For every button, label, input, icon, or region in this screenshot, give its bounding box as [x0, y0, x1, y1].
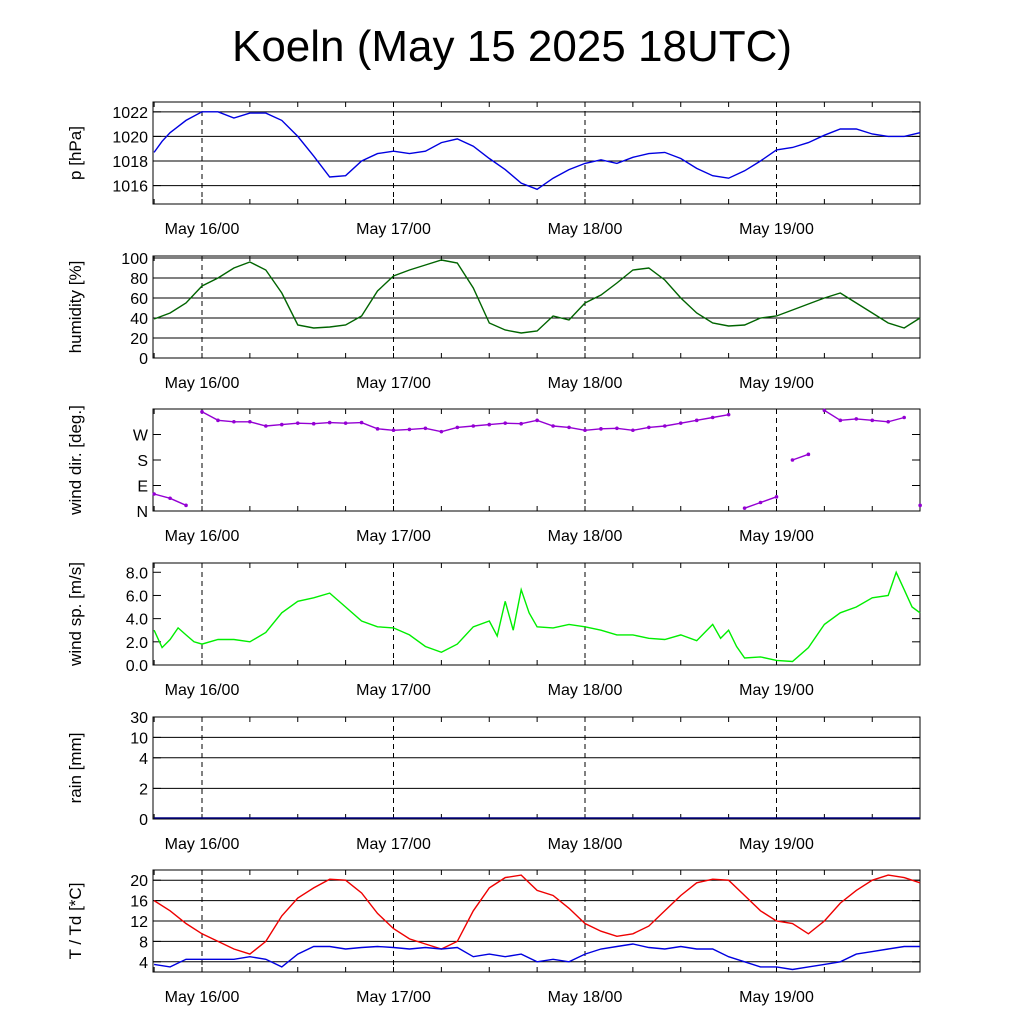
- y-tick-label: 8.0: [126, 565, 148, 582]
- y-axis-label: humidity [%]: [66, 261, 85, 354]
- x-tick-label: May 18/00: [548, 528, 623, 545]
- data-point: [311, 421, 316, 426]
- data-point: [567, 425, 571, 430]
- panel-frame-0: [152, 101, 921, 205]
- data-point: [806, 452, 811, 457]
- y-tick-label: 4.0: [126, 612, 148, 629]
- y-tick-label: 4: [139, 751, 148, 768]
- x-tick-label: May 17/00: [356, 375, 431, 392]
- y-tick-label: 0: [139, 812, 148, 829]
- panel-frame-1: [152, 255, 921, 359]
- y-axis-label: rain [mm]: [66, 733, 85, 804]
- data-line-0: [153, 570, 921, 663]
- y-tick-label: E: [137, 479, 148, 496]
- x-tick-label: May 16/00: [165, 989, 240, 1006]
- panel-frame-4: [152, 716, 921, 820]
- data-point: [854, 417, 859, 421]
- data-line-0: [153, 874, 921, 955]
- y-tick-label: 0.0: [126, 658, 148, 675]
- y-tick-label: 60: [130, 291, 148, 308]
- y-tick-label: 16: [130, 894, 148, 911]
- x-tick-label: May 19/00: [739, 221, 814, 238]
- y-tick-label: S: [137, 453, 148, 470]
- y-tick-label: 20: [130, 873, 148, 890]
- y-tick-label: 6.0: [126, 588, 148, 605]
- y-tick-label: W: [133, 428, 149, 445]
- x-tick-label: May 17/00: [356, 989, 431, 1006]
- data-point: [599, 427, 603, 431]
- y-tick-label: 2: [139, 781, 148, 798]
- x-tick-label: May 17/00: [356, 221, 431, 238]
- panel-frame-2: [152, 408, 921, 512]
- x-tick-label: May 17/00: [356, 682, 431, 699]
- y-axis-label: wind sp. [m/s]: [66, 562, 85, 667]
- y-tick-label: 1020: [112, 129, 148, 146]
- y-tick-label: 8: [139, 934, 148, 951]
- x-tick-label: May 19/00: [739, 682, 814, 699]
- x-tick-label: May 17/00: [356, 528, 431, 545]
- y-tick-label: N: [136, 504, 148, 521]
- y-tick-label: 80: [130, 271, 148, 288]
- x-tick-label: May 16/00: [165, 375, 240, 392]
- y-axis-label: T / Td [*C]: [66, 883, 85, 960]
- x-tick-label: May 18/00: [548, 682, 623, 699]
- data-line-1: [153, 943, 920, 971]
- y-axis-label: p [hPa]: [66, 126, 85, 180]
- data-point: [455, 425, 460, 430]
- data-point: [647, 425, 651, 430]
- y-tick-label: 100: [121, 251, 148, 268]
- x-tick-label: May 16/00: [165, 836, 240, 853]
- data-point: [870, 418, 875, 423]
- y-axis-label: wind dir. [deg.]: [66, 405, 85, 516]
- data-point: [774, 495, 779, 499]
- y-tick-label: 4: [139, 955, 148, 972]
- data-point: [790, 458, 795, 462]
- x-tick-label: May 18/00: [548, 375, 623, 392]
- x-tick-label: May 18/00: [548, 836, 623, 853]
- data-point: [184, 503, 188, 508]
- data-point: [535, 418, 539, 423]
- y-tick-label: 1018: [112, 154, 148, 171]
- data-point: [742, 506, 747, 510]
- x-tick-label: May 19/00: [739, 989, 814, 1006]
- data-line-0: [153, 259, 921, 334]
- y-tick-label: 40: [130, 311, 148, 328]
- y-tick-label: 2.0: [126, 635, 148, 652]
- y-tick-label: 1022: [112, 105, 148, 122]
- y-tick-label: 12: [130, 914, 148, 931]
- data-point: [726, 412, 731, 417]
- x-tick-label: May 19/00: [739, 836, 814, 853]
- x-tick-label: May 18/00: [548, 989, 623, 1006]
- x-tick-label: May 18/00: [548, 221, 623, 238]
- y-tick-label: 0: [139, 351, 148, 368]
- y-tick-label: 30: [130, 710, 148, 727]
- x-tick-label: May 16/00: [165, 528, 240, 545]
- data-point: [822, 408, 827, 413]
- data-point: [918, 503, 922, 508]
- x-tick-label: May 17/00: [356, 836, 431, 853]
- x-tick-label: May 16/00: [165, 221, 240, 238]
- panel-frame-3: [152, 562, 921, 666]
- data-line: [154, 410, 920, 508]
- data-line-0: [153, 111, 921, 191]
- x-tick-label: May 19/00: [739, 375, 814, 392]
- y-tick-label: 20: [130, 331, 148, 348]
- x-tick-label: May 16/00: [165, 682, 240, 699]
- y-tick-label: 1016: [112, 179, 148, 196]
- data-point: [200, 410, 204, 414]
- x-tick-label: May 19/00: [739, 528, 814, 545]
- page-title: Koeln (May 15 2025 18UTC): [231, 22, 793, 71]
- data-point: [152, 492, 156, 496]
- y-tick-label: 10: [130, 730, 148, 747]
